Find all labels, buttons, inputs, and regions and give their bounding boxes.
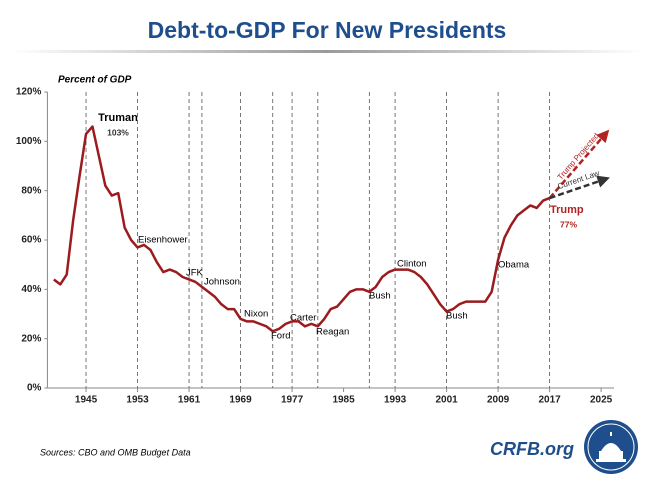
president-label: Obama xyxy=(498,260,530,271)
brand: CRFB.org xyxy=(490,439,574,459)
y-tick-label: 0% xyxy=(27,383,42,394)
chart-title: Debt-to-GDP For New Presidents xyxy=(148,17,507,43)
president-label: Ford xyxy=(271,331,291,342)
x-tick-label: 1953 xyxy=(126,395,149,406)
x-tick-label: 2017 xyxy=(538,395,561,406)
x-tick-label: 2025 xyxy=(590,395,613,406)
president-label: Bush xyxy=(369,291,391,302)
y-tick-label: 80% xyxy=(21,185,41,196)
y-tick-label: 40% xyxy=(21,284,41,295)
president-label: Bush xyxy=(446,311,468,322)
president-note: 103% xyxy=(107,127,129,137)
president-label: Nixon xyxy=(244,309,268,320)
x-tick-label: 1977 xyxy=(281,395,304,406)
president-label: JFK xyxy=(186,268,204,279)
debt-line xyxy=(53,125,551,333)
president-label: Eisenhower xyxy=(138,235,188,246)
president-label: Trump xyxy=(550,204,584,216)
y-tick-label: 60% xyxy=(21,235,41,246)
projection-line xyxy=(548,129,610,199)
y-tick-label: 20% xyxy=(21,333,41,344)
title-underline xyxy=(10,50,644,53)
logo xyxy=(584,420,638,474)
x-tick-label: 1993 xyxy=(384,395,407,406)
president-label: Truman xyxy=(98,112,138,124)
x-tick-label: 1961 xyxy=(178,395,201,406)
x-tick-label: 1985 xyxy=(332,395,355,406)
y-tick-label: 100% xyxy=(16,136,42,147)
president-label: Clinton xyxy=(397,259,427,270)
x-tick-label: 1945 xyxy=(75,395,98,406)
president-note: 77% xyxy=(560,219,577,229)
president-label: Carter xyxy=(290,313,316,324)
x-tick-label: 2001 xyxy=(435,395,458,406)
y-tick-label: 120% xyxy=(16,87,42,98)
projection-line xyxy=(549,175,610,200)
x-tick-label: 1969 xyxy=(229,395,252,406)
x-tick-label: 2009 xyxy=(487,395,510,406)
y-axis-label: Percent of GDP xyxy=(58,75,132,86)
president-label: Johnson xyxy=(204,277,240,288)
president-label: Reagan xyxy=(316,327,349,338)
source: Sources: CBO and OMB Budget Data xyxy=(40,447,191,457)
